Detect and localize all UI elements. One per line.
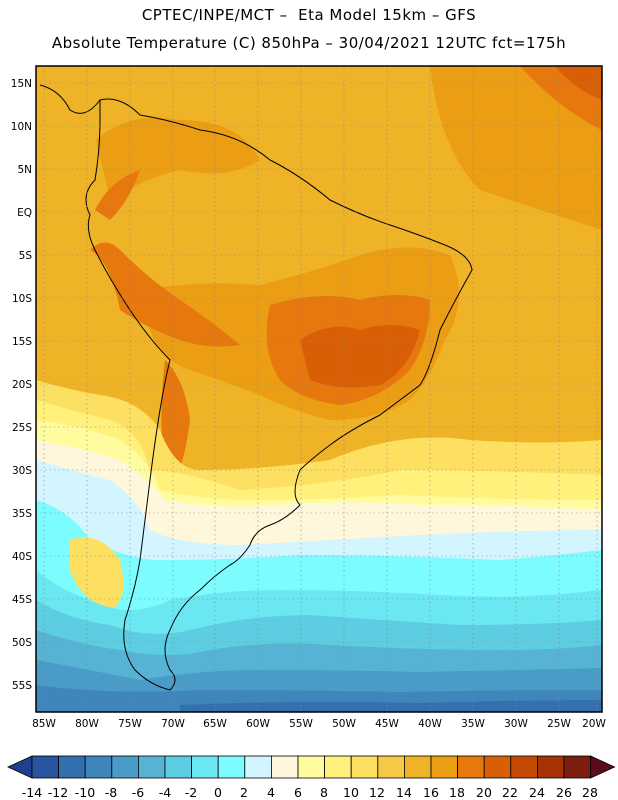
colorbar-arrow-low	[7, 755, 33, 779]
colorbar-tick: 10	[343, 785, 359, 800]
lat-label: 20S	[12, 379, 32, 391]
longitude-labels: 85W 80W 75W 70W 65W 60W 55W 50W 45W 40W …	[32, 718, 606, 730]
colorbar-swatch	[430, 755, 459, 779]
colorbar-swatch	[31, 755, 60, 779]
colorbar-tick: 26	[556, 785, 572, 800]
lon-label: 30W	[504, 718, 528, 730]
map-title-line1: CPTEC/INPE/MCT – Eta Model 15km – GFS	[141, 6, 477, 24]
colorbar-swatch	[270, 755, 299, 779]
colorbar-swatch	[58, 755, 86, 779]
colorbar-swatch	[537, 755, 565, 779]
colorbar-tick: 4	[267, 785, 275, 800]
lon-label: 55W	[289, 718, 313, 730]
lat-label: 50S	[12, 637, 32, 649]
map-frame	[35, 65, 603, 713]
colorbar-swatch	[403, 755, 432, 779]
colorbar-swatch	[350, 755, 379, 779]
colorbar-tick: -14	[22, 785, 42, 800]
lat-label: 15N	[11, 78, 32, 90]
colorbar-tick: 12	[369, 785, 385, 800]
colorbar-tick: -8	[105, 785, 118, 800]
colorbar-tick: 18	[449, 785, 465, 800]
colorbar-tick: -6	[132, 785, 145, 800]
colorbar-tick: 8	[320, 785, 328, 800]
colorbar-swatch	[137, 755, 166, 779]
colorbar-tick: 24	[529, 785, 545, 800]
lon-label: 60W	[246, 718, 270, 730]
lon-label: 70W	[161, 718, 185, 730]
lat-label: EQ	[17, 207, 32, 219]
coastline	[39, 84, 473, 691]
colorbar-swatch	[164, 755, 193, 779]
colorbar-tick: 28	[582, 785, 598, 800]
colorbar-tick: 0	[214, 785, 222, 800]
lon-label: 20W	[582, 718, 606, 730]
latitude-labels: 15N 10N 5N EQ 5S 10S 15S 20S 25S 30S 35S…	[11, 78, 33, 692]
lat-label: 25S	[12, 422, 32, 434]
temperature-field	[36, 66, 602, 712]
colorbar-swatch	[457, 755, 485, 779]
colorbar-tick: -12	[48, 785, 68, 800]
colorbar-labels: -14 -12 -10 -8 -6 -4 -2 0 2 4 6 8 10 12 …	[22, 785, 598, 800]
colorbar-tick: -10	[75, 785, 95, 800]
lon-label: 80W	[75, 718, 99, 730]
lon-label: 65W	[203, 718, 227, 730]
colorbar-swatch	[244, 755, 272, 779]
lat-label: 40S	[12, 551, 32, 563]
lat-label: 45S	[12, 594, 32, 606]
lon-label: 35W	[461, 718, 485, 730]
lon-label: 50W	[332, 718, 356, 730]
colorbar	[7, 755, 616, 779]
colorbar-swatch	[111, 755, 139, 779]
colorbar-tick: -2	[185, 785, 197, 800]
colorbar-tick: 2	[240, 785, 248, 800]
colorbar-swatch	[324, 755, 352, 779]
lon-label: 85W	[32, 718, 56, 730]
colorbar-swatch	[563, 755, 592, 779]
colorbar-tick: 16	[423, 785, 439, 800]
colorbar-swatch	[377, 755, 405, 779]
lat-label: 10S	[12, 293, 32, 305]
colorbar-swatch	[510, 755, 538, 779]
lat-label: 15S	[12, 336, 32, 348]
colorbar-swatch	[84, 755, 113, 779]
colorbar-tick: 20	[476, 785, 492, 800]
colorbar-tick: 6	[294, 785, 302, 800]
map-title-line2: Absolute Temperature (C) 850hPa – 30/04/…	[51, 34, 567, 52]
lat-label: 10N	[11, 121, 32, 133]
colorbar-swatch	[483, 755, 512, 779]
lat-label: 55S	[12, 680, 32, 692]
lat-label: 5N	[17, 164, 32, 176]
lon-label: 45W	[375, 718, 399, 730]
colorbar-arrow-high	[590, 755, 616, 779]
colorbar-swatch	[217, 755, 246, 779]
colorbar-tick: 14	[396, 785, 412, 800]
colorbar-swatch	[191, 755, 219, 779]
lat-label: 30S	[12, 465, 32, 477]
colorbar-tick: -4	[159, 785, 172, 800]
lon-label: 75W	[118, 718, 142, 730]
lat-label: 35S	[12, 508, 32, 520]
lon-label: 40W	[418, 718, 442, 730]
lon-label: 25W	[547, 718, 571, 730]
lat-label: 5S	[19, 250, 33, 262]
colorbar-tick: 22	[502, 785, 518, 800]
colorbar-swatch	[297, 755, 326, 779]
